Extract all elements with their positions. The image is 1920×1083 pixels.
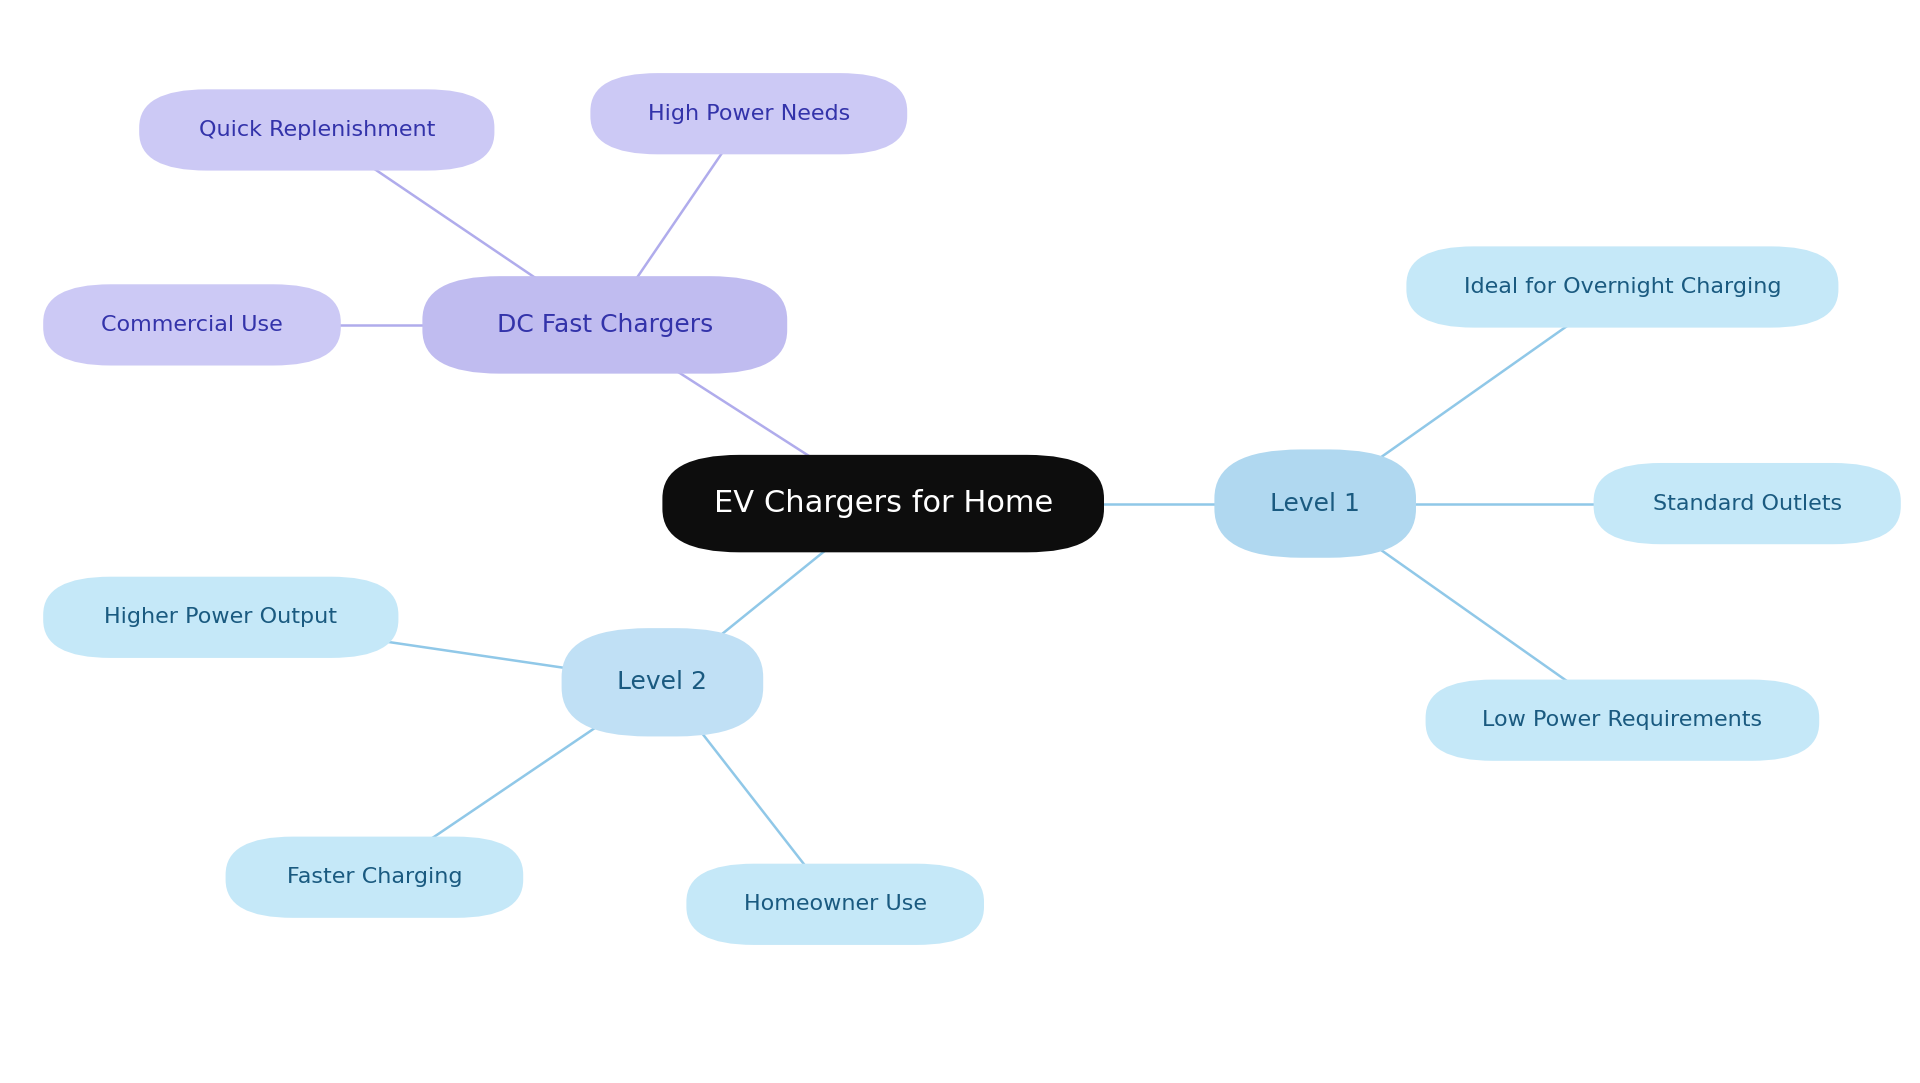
Text: Commercial Use: Commercial Use: [102, 315, 282, 335]
Text: Faster Charging: Faster Charging: [286, 867, 463, 887]
Text: Level 2: Level 2: [618, 670, 707, 694]
FancyBboxPatch shape: [591, 74, 908, 155]
FancyBboxPatch shape: [687, 864, 983, 944]
Text: DC Fast Chargers: DC Fast Chargers: [497, 313, 712, 337]
Text: Higher Power Output: Higher Power Output: [104, 608, 338, 627]
FancyBboxPatch shape: [1594, 464, 1901, 544]
FancyBboxPatch shape: [422, 276, 787, 374]
FancyBboxPatch shape: [561, 628, 762, 736]
FancyBboxPatch shape: [140, 90, 495, 170]
Text: Homeowner Use: Homeowner Use: [743, 895, 927, 914]
FancyBboxPatch shape: [44, 285, 340, 366]
Text: High Power Needs: High Power Needs: [647, 104, 851, 123]
Text: Ideal for Overnight Charging: Ideal for Overnight Charging: [1463, 277, 1782, 297]
FancyBboxPatch shape: [1425, 680, 1818, 760]
Text: Low Power Requirements: Low Power Requirements: [1482, 710, 1763, 730]
FancyBboxPatch shape: [662, 455, 1104, 552]
Text: EV Chargers for Home: EV Chargers for Home: [714, 490, 1052, 518]
FancyBboxPatch shape: [44, 576, 399, 657]
Text: Level 1: Level 1: [1271, 492, 1359, 516]
FancyBboxPatch shape: [1215, 449, 1417, 558]
Text: Standard Outlets: Standard Outlets: [1653, 494, 1841, 513]
Text: Quick Replenishment: Quick Replenishment: [198, 120, 436, 140]
FancyBboxPatch shape: [1405, 247, 1837, 327]
FancyBboxPatch shape: [227, 837, 522, 918]
